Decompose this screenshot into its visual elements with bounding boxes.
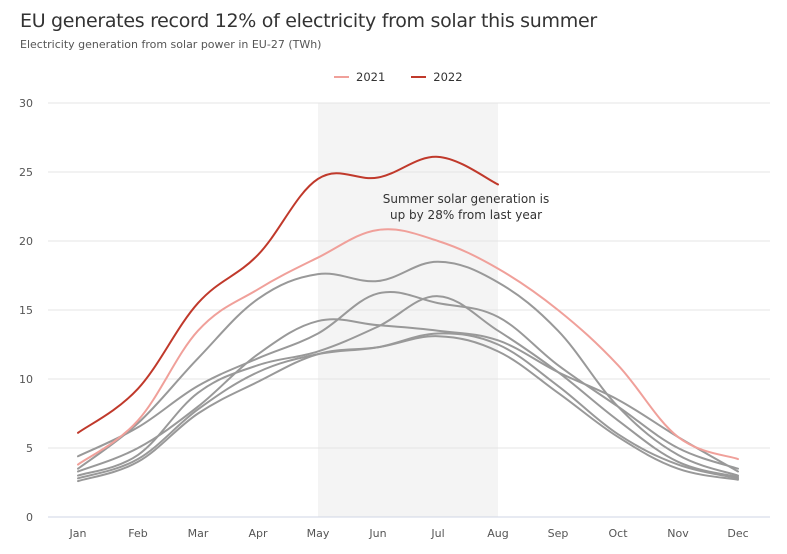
x-tick-label: Jul [430, 527, 444, 540]
legend-label-2021: 2021 [356, 70, 386, 84]
series-line-2016[interactable] [77, 332, 739, 480]
legend-swatch-2021 [334, 76, 349, 78]
x-tick-label: Nov [667, 527, 689, 540]
series-line-2015[interactable] [77, 335, 739, 483]
x-tick-label: Apr [248, 527, 268, 540]
y-tick-label: 0 [26, 511, 33, 524]
x-tick-label: Mar [188, 527, 209, 540]
x-tick-label: Jun [368, 527, 386, 540]
legend-item-2021[interactable]: 2021 [334, 70, 385, 84]
x-tick-label: Sep [548, 527, 569, 540]
y-tick-label: 30 [19, 97, 33, 110]
series-line-2020[interactable] [77, 260, 739, 477]
legend-label-2022: 2022 [433, 70, 463, 84]
y-tick-label: 5 [26, 442, 33, 455]
y-tick-label: 10 [19, 373, 33, 386]
legend: 2021 2022 [334, 70, 463, 84]
annotation-line-2: up by 28% from last year [390, 208, 542, 222]
x-tick-label: Dec [727, 527, 748, 540]
series-line-2021[interactable] [77, 228, 739, 466]
x-tick-label: Feb [128, 527, 147, 540]
y-tick-label: 20 [19, 235, 33, 248]
series-line-2017[interactable] [77, 295, 739, 478]
series-line-2022[interactable] [77, 155, 499, 434]
x-tick-label: Oct [608, 527, 628, 540]
y-tick-label: 15 [19, 304, 33, 317]
chart-subtitle: Electricity generation from solar power … [20, 38, 322, 51]
series-line-2018[interactable] [77, 318, 739, 473]
x-tick-label: Aug [487, 527, 508, 540]
legend-swatch-2022 [411, 76, 427, 78]
chart-title: EU generates record 12% of electricity f… [20, 10, 597, 32]
y-tick-label: 25 [19, 166, 33, 179]
x-tick-label: Jan [69, 527, 87, 540]
annotation-line-1: Summer solar generation is [383, 192, 549, 206]
x-tick-label: May [307, 527, 330, 540]
legend-item-2022[interactable]: 2022 [411, 70, 463, 84]
